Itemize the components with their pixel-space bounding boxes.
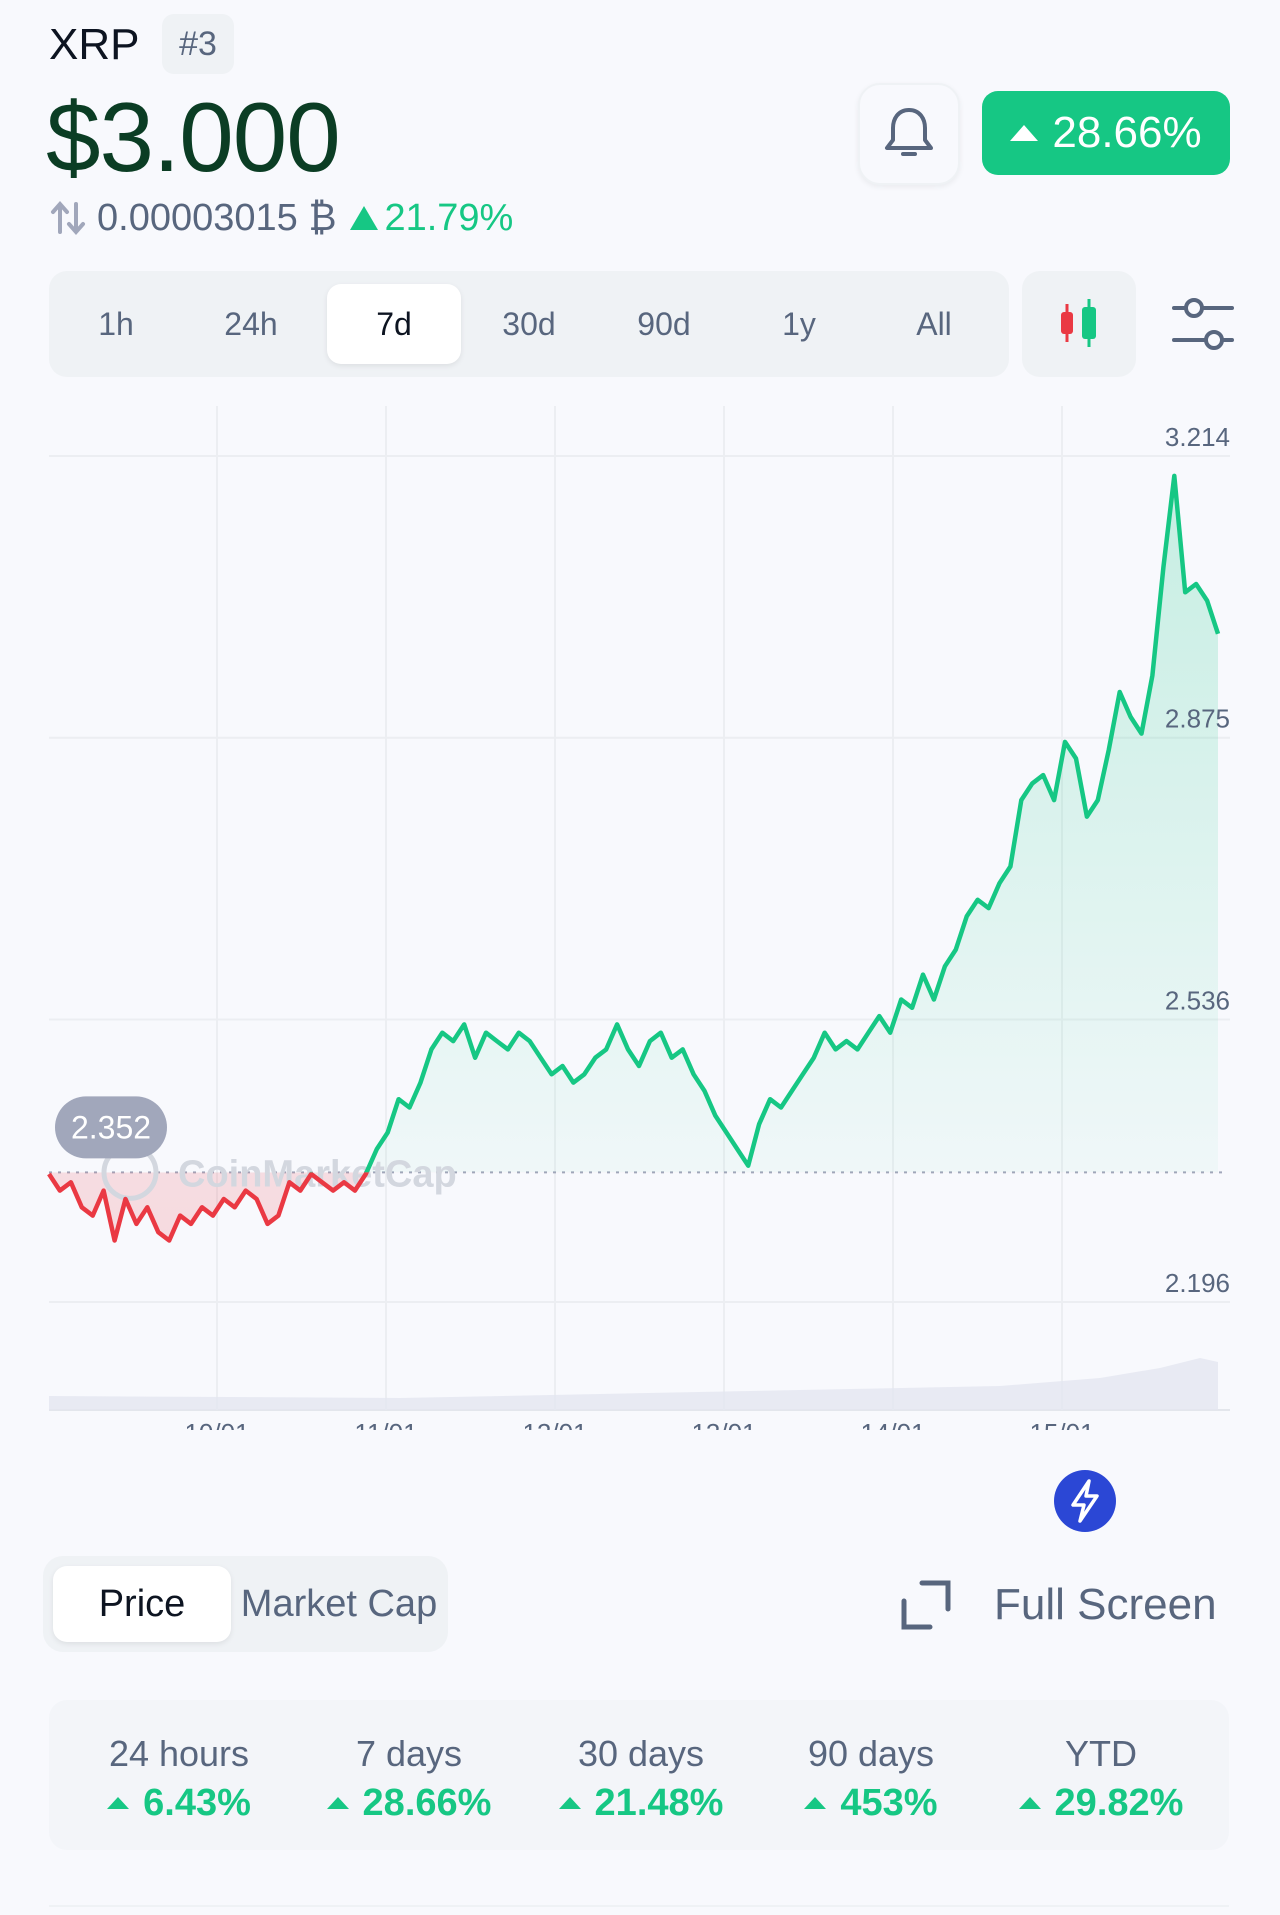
- triangle-up-icon: [350, 206, 379, 230]
- tab-1y[interactable]: 1y: [782, 306, 816, 342]
- tab-24h[interactable]: 24h: [224, 306, 278, 342]
- toggle-market-cap[interactable]: Market Cap: [240, 1583, 438, 1625]
- x-tick-label: 12/01: [522, 1418, 587, 1430]
- perf-ytd: YTD 29.82%: [991, 1730, 1211, 1828]
- btc-price: 0.00003015 ₿: [97, 196, 337, 239]
- perf-value: 21.48%: [531, 1778, 751, 1828]
- swap-arrows-icon: [51, 200, 85, 236]
- coin-name: XRP: [49, 20, 140, 69]
- perf-24h: 24 hours 6.43%: [69, 1730, 289, 1828]
- tab-7d[interactable]: 7d: [327, 284, 461, 364]
- axis-labels: 3.214 2.875 2.536 2.196 10/01 11/01 12/01 13/01…: [55, 422, 1230, 1430]
- fill-below: [49, 1172, 1218, 1241]
- perf-value: 453%: [761, 1778, 981, 1828]
- triangle-up-icon: [326, 1797, 349, 1809]
- full-screen-button[interactable]: Full Screen: [900, 1570, 1217, 1640]
- lightning-button[interactable]: [1053, 1469, 1117, 1533]
- price-change-badge: 28.66%: [982, 91, 1230, 175]
- price-line-down: [47, 1172, 369, 1243]
- triangle-up-icon: [107, 1797, 130, 1809]
- perf-label: 30 days: [577, 1733, 705, 1774]
- current-price: $3.000: [46, 82, 341, 192]
- price-change-value: 28.66%: [1052, 108, 1202, 157]
- perf-value-text: 453%: [840, 1782, 938, 1824]
- y-tick-label: 3.214: [1165, 422, 1230, 452]
- triangle-up-icon: [558, 1797, 581, 1809]
- performance-summary: 24 hours 6.43% 7 days 28.66% 30 days 21.…: [49, 1700, 1229, 1850]
- rank-badge: #3: [162, 14, 234, 74]
- perf-value: 28.66%: [299, 1778, 519, 1828]
- bell-icon: [885, 108, 933, 156]
- tab-1h[interactable]: 1h: [98, 306, 134, 342]
- chart-fill: [49, 475, 1218, 1241]
- candlestick-icon: [1061, 299, 1096, 347]
- triangle-up-icon: [1018, 1797, 1041, 1809]
- perf-value: 6.43%: [69, 1778, 289, 1828]
- perf-label: 7 days: [355, 1733, 463, 1774]
- btc-price-row: 0.00003015 ₿ 21.79%: [49, 192, 513, 244]
- perf-value-text: 28.66%: [362, 1782, 492, 1824]
- time-range-tabs: 1h 24h 7d 30d 90d 1y All: [49, 271, 1009, 377]
- perf-30d: 30 days 21.48%: [531, 1730, 751, 1828]
- perf-value-text: 6.43%: [143, 1782, 251, 1824]
- full-screen-label: Full Screen: [994, 1580, 1217, 1629]
- expand-icon: [901, 1580, 951, 1630]
- watermark-text: CoinMarketCap: [178, 1153, 457, 1195]
- price-line: [47, 473, 1221, 1243]
- toggle-price[interactable]: Price: [53, 1566, 231, 1642]
- price-alert-button[interactable]: [858, 83, 960, 185]
- price-marketcap-toggle: Price Market Cap: [43, 1556, 448, 1652]
- candlestick-toggle-button[interactable]: [1022, 271, 1136, 377]
- tab-30d[interactable]: 30d: [502, 306, 556, 342]
- perf-value-text: 21.48%: [594, 1782, 724, 1824]
- divider: [49, 1905, 1229, 1907]
- sliders-icon: [1172, 298, 1234, 350]
- chart-settings-button[interactable]: [1160, 281, 1246, 367]
- lightning-icon: [1054, 1470, 1116, 1532]
- y-tick-label: 2.875: [1165, 704, 1230, 734]
- perf-7d: 7 days 28.66%: [299, 1730, 519, 1828]
- x-tick-label: 15/01: [1029, 1418, 1094, 1430]
- price-line-up: [309, 473, 1221, 1173]
- volume-area: [49, 1358, 1218, 1410]
- perf-value-text: 29.82%: [1054, 1782, 1184, 1824]
- baseline-label: 2.352: [55, 1096, 167, 1159]
- tab-90d[interactable]: 90d: [637, 306, 691, 342]
- x-tick-label: 13/01: [691, 1418, 756, 1430]
- x-tick-label: 11/01: [354, 1418, 417, 1430]
- perf-label: 24 hours: [108, 1733, 250, 1774]
- tab-all[interactable]: All: [916, 306, 952, 342]
- perf-label: 90 days: [807, 1733, 935, 1774]
- perf-value: 29.82%: [991, 1778, 1211, 1828]
- chart-grid: [49, 406, 1230, 1411]
- baseline-value: 2.352: [71, 1109, 151, 1145]
- x-tick-label: 14/01: [860, 1418, 925, 1430]
- y-tick-label: 2.196: [1165, 1268, 1230, 1298]
- x-tick-label: 10/01: [184, 1418, 249, 1430]
- triangle-up-icon: [804, 1797, 827, 1809]
- watermark: CoinMarketCap: [101, 1143, 457, 1201]
- btc-change: 21.79%: [384, 196, 514, 239]
- perf-90d: 90 days 453%: [761, 1730, 981, 1828]
- baseline-pill: [55, 1096, 167, 1159]
- price-chart[interactable]: CoinMarketCap 3.214 2.875 2.536 2.196 10/01 1…: [0, 400, 1280, 1430]
- volume-shape: [49, 1358, 1218, 1410]
- y-tick-label: 2.536: [1165, 985, 1230, 1015]
- triangle-up-icon: [1010, 125, 1039, 141]
- fill-above: [366, 475, 1218, 1173]
- perf-label: YTD: [1065, 1733, 1137, 1774]
